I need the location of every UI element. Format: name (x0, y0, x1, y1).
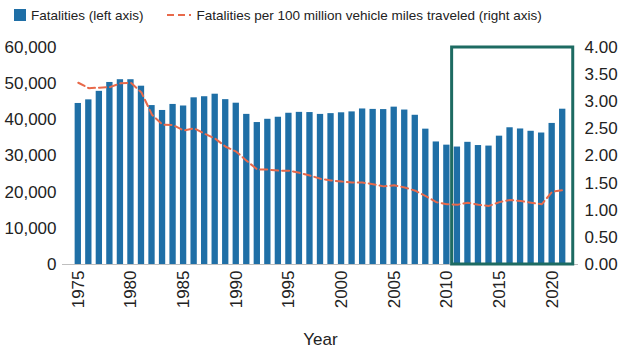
svg-text:1995: 1995 (279, 271, 298, 309)
svg-text:2015: 2015 (490, 271, 509, 309)
svg-text:1990: 1990 (227, 271, 246, 309)
svg-text:1.50: 1.50 (585, 174, 618, 193)
svg-text:0.50: 0.50 (585, 228, 618, 247)
svg-text:1.00: 1.00 (585, 201, 618, 220)
svg-text:2.00: 2.00 (585, 146, 618, 165)
svg-text:2005: 2005 (385, 271, 404, 309)
svg-text:1980: 1980 (121, 271, 140, 309)
svg-text:2000: 2000 (332, 271, 351, 309)
svg-text:Year: Year (303, 330, 338, 349)
svg-text:50,000: 50,000 (5, 74, 57, 93)
svg-text:40,000: 40,000 (5, 110, 57, 129)
svg-text:0.00: 0.00 (585, 255, 618, 274)
svg-text:1985: 1985 (174, 271, 193, 309)
svg-text:3.00: 3.00 (585, 92, 618, 111)
html-text:Fatalities per 100 million veh: Fatalities per 100 million vehicle miles… (196, 7, 542, 23)
svg-text:2010: 2010 (437, 271, 456, 309)
svg-text:2020: 2020 (543, 271, 562, 309)
svg-text:4.00: 4.00 (585, 38, 618, 57)
svg-text:10,000: 10,000 (5, 219, 57, 238)
svg-text:30,000: 30,000 (5, 146, 57, 165)
svg-text:1975: 1975 (69, 271, 88, 309)
svg-text:3.50: 3.50 (585, 65, 618, 84)
html-text:Fatalities (left axis): Fatalities (left axis) (31, 7, 144, 23)
svg-text:0: 0 (47, 255, 56, 274)
svg-text:60,000: 60,000 (5, 38, 57, 57)
svg-text:20,000: 20,000 (5, 183, 57, 202)
svg-text:2.50: 2.50 (585, 119, 618, 138)
